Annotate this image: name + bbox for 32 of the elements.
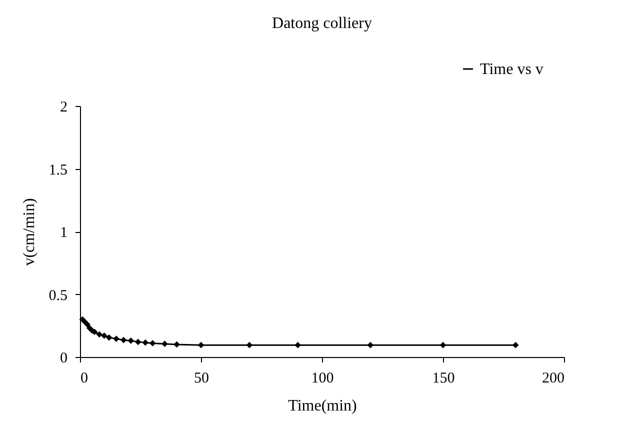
point xyxy=(142,339,148,346)
y-tick-label: 1.5 xyxy=(48,162,68,178)
x-tick-label: 0 xyxy=(80,370,88,386)
point xyxy=(246,342,253,348)
point xyxy=(106,334,112,341)
chart-title: Datong colliery xyxy=(272,15,372,32)
x-tick-label: 150 xyxy=(432,370,455,386)
y-tick-label: 1 xyxy=(60,225,68,241)
point xyxy=(113,336,120,342)
point xyxy=(367,342,374,348)
x-axis-title: Time(min) xyxy=(288,398,357,414)
y-tick-label: 0 xyxy=(60,350,68,366)
point xyxy=(84,321,90,328)
point xyxy=(96,331,103,338)
x-tick-label: 200 xyxy=(542,370,564,386)
point xyxy=(101,332,108,339)
point xyxy=(149,340,156,346)
point xyxy=(440,342,446,348)
point xyxy=(162,340,168,347)
y-tick-label: 2 xyxy=(60,100,68,116)
legend-label: Time vs v xyxy=(480,61,544,78)
y-axis-title: v(cm/min) xyxy=(20,198,38,266)
y-tick-label: 0.5 xyxy=(48,288,68,304)
point xyxy=(294,342,301,348)
x-tick-label: 100 xyxy=(311,370,334,386)
point xyxy=(134,338,142,346)
point xyxy=(512,342,519,348)
x-tick-label: 50 xyxy=(194,370,209,386)
point xyxy=(174,341,180,348)
point xyxy=(198,342,204,348)
point xyxy=(120,336,127,344)
point xyxy=(128,338,134,344)
